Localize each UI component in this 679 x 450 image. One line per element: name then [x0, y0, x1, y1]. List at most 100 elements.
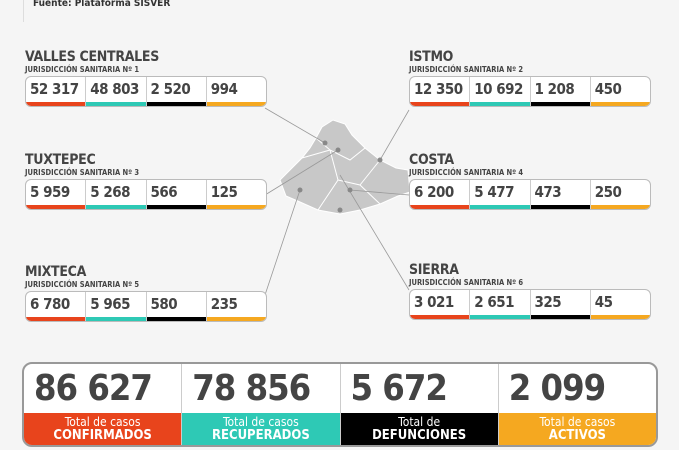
- stat-cell: 6 780: [26, 292, 87, 321]
- stat-cell: 1 208: [530, 77, 591, 106]
- total-label: Total de casos ACTIVOS: [498, 413, 656, 445]
- source-text: Fuente: Plataforma SISVER: [33, 0, 171, 9]
- stat-color-bar: [410, 315, 470, 319]
- stat-value: 580: [150, 295, 178, 313]
- jurisdiction-label: JURISDICCIÓN SANITARIA Nº 3: [25, 168, 140, 177]
- stat-cell: 5 477: [470, 180, 531, 209]
- stat-color-bar: [86, 102, 146, 106]
- region-name: TUXTEPEC: [25, 152, 96, 168]
- stat-cell: 5 959: [26, 180, 87, 209]
- stat-value: 450: [594, 80, 622, 98]
- region-card: VALLES CENTRALES JURISDICCIÓN SANITARIA …: [25, 50, 267, 107]
- stat-color-bar: [590, 102, 650, 106]
- stat-value: 52 317: [30, 80, 79, 98]
- total-block: 78 856 Total de casos RECUPERADOS: [182, 364, 341, 445]
- stat-value: 566: [150, 183, 178, 201]
- stat-color-bar: [26, 102, 86, 106]
- total-value: 86 627: [34, 368, 153, 409]
- stat-value: 48 803: [90, 80, 139, 98]
- stat-color-bar: [590, 205, 650, 209]
- total-value: 78 856: [192, 368, 311, 409]
- total-value: 2 099: [508, 368, 606, 409]
- totals-panel: 86 627 Total de casos CONFIRMADOS 78 856 Tot…: [22, 362, 658, 447]
- stat-color-bar: [206, 102, 266, 106]
- stat-value: 2 520: [150, 80, 191, 98]
- stat-value: 325: [534, 293, 562, 311]
- stat-value: 5 959: [30, 183, 70, 201]
- stat-color-bar: [146, 205, 206, 209]
- stat-value: 6 780: [30, 295, 70, 313]
- region-name: COSTA: [409, 152, 454, 168]
- stat-value: 45: [594, 293, 613, 311]
- region-card: MIXTECA JURISDICCIÓN SANITARIA Nº 5 6 78…: [25, 265, 267, 322]
- region-card: ISTMO JURISDICCIÓN SANITARIA Nº 2 12 350…: [409, 50, 651, 107]
- region-card: SIERRA JURISDICCIÓN SANITARIA Nº 6 3 021…: [409, 263, 651, 320]
- total-label-line2: RECUPERADOS: [211, 428, 310, 443]
- stat-cell: 580: [146, 292, 207, 321]
- region-name: SIERRA: [409, 262, 459, 278]
- jurisdiction-label: JURISDICCIÓN SANITARIA Nº 5: [25, 280, 140, 289]
- stat-cell: 2 651: [470, 290, 531, 319]
- region-stats: 5 959 5 268 566 125: [25, 179, 267, 210]
- stat-cell: 2 520: [146, 77, 207, 106]
- stat-cell: 12 350: [410, 77, 471, 106]
- stat-cell: 125: [206, 180, 266, 209]
- total-label-line2: DEFUNCIONES: [372, 428, 467, 443]
- stat-value: 3 021: [414, 293, 454, 311]
- total-label-line2: ACTIVOS: [548, 428, 606, 443]
- stat-color-bar: [410, 205, 470, 209]
- region-name: ISTMO: [409, 49, 454, 65]
- stat-color-bar: [206, 317, 266, 321]
- region-card: TUXTEPEC JURISDICCIÓN SANITARIA Nº 3 5 9…: [25, 153, 267, 210]
- stat-color-bar: [206, 205, 266, 209]
- stat-color-bar: [26, 317, 86, 321]
- stat-value: 994: [210, 80, 238, 98]
- stat-cell: 10 692: [470, 77, 531, 106]
- jurisdiction-label: JURISDICCIÓN SANITARIA Nº 6: [409, 278, 524, 287]
- stat-cell: 566: [146, 180, 207, 209]
- stat-color-bar: [146, 317, 206, 321]
- stat-cell: 3 021: [410, 290, 471, 319]
- stat-cell: 6 200: [410, 180, 471, 209]
- stat-cell: 5 965: [86, 292, 147, 321]
- total-label-line1: Total de casos: [222, 415, 299, 429]
- stat-color-bar: [470, 315, 530, 319]
- stat-value: 235: [210, 295, 238, 313]
- divider: [23, 0, 24, 22]
- stat-cell: 48 803: [86, 77, 147, 106]
- stat-color-bar: [530, 205, 590, 209]
- jurisdiction-label: JURISDICCIÓN SANITARIA Nº 2: [409, 65, 524, 74]
- total-label-line2: CONFIRMADOS: [53, 428, 152, 443]
- stat-value: 5 477: [474, 183, 515, 201]
- region-stats: 12 350 10 692 1 208 450: [409, 76, 651, 107]
- total-label: Total de casos RECUPERADOS: [182, 413, 340, 445]
- stat-color-bar: [26, 205, 86, 209]
- stat-value: 5 965: [90, 295, 131, 313]
- stat-color-bar: [146, 102, 206, 106]
- total-label-line1: Total de: [398, 415, 441, 429]
- map-shape: [279, 119, 411, 215]
- stat-color-bar: [86, 317, 146, 321]
- stat-cell: 325: [530, 290, 591, 319]
- total-block: 2 099 Total de casos ACTIVOS: [498, 364, 656, 445]
- stat-cell: 52 317: [26, 77, 87, 106]
- map-borders: [301, 137, 381, 211]
- stat-value: 125: [210, 183, 238, 201]
- region-stats: 3 021 2 651 325 45: [409, 289, 651, 320]
- stat-color-bar: [470, 205, 530, 209]
- map-points: [297, 140, 383, 213]
- stat-value: 1 208: [534, 80, 575, 98]
- stat-cell: 235: [206, 292, 266, 321]
- stat-value: 6 200: [414, 183, 454, 201]
- stat-value: 2 651: [474, 293, 515, 311]
- connector-lines: [264, 107, 410, 296]
- stat-value: 250: [594, 183, 622, 201]
- total-label: Total de DEFUNCIONES: [340, 413, 498, 445]
- stat-cell: 450: [590, 77, 650, 106]
- stat-cell: 250: [590, 180, 650, 209]
- stat-value: 12 350: [414, 80, 463, 98]
- stat-color-bar: [530, 102, 590, 106]
- jurisdiction-label: JURISDICCIÓN SANITARIA Nº 1: [25, 65, 140, 74]
- stat-color-bar: [470, 102, 530, 106]
